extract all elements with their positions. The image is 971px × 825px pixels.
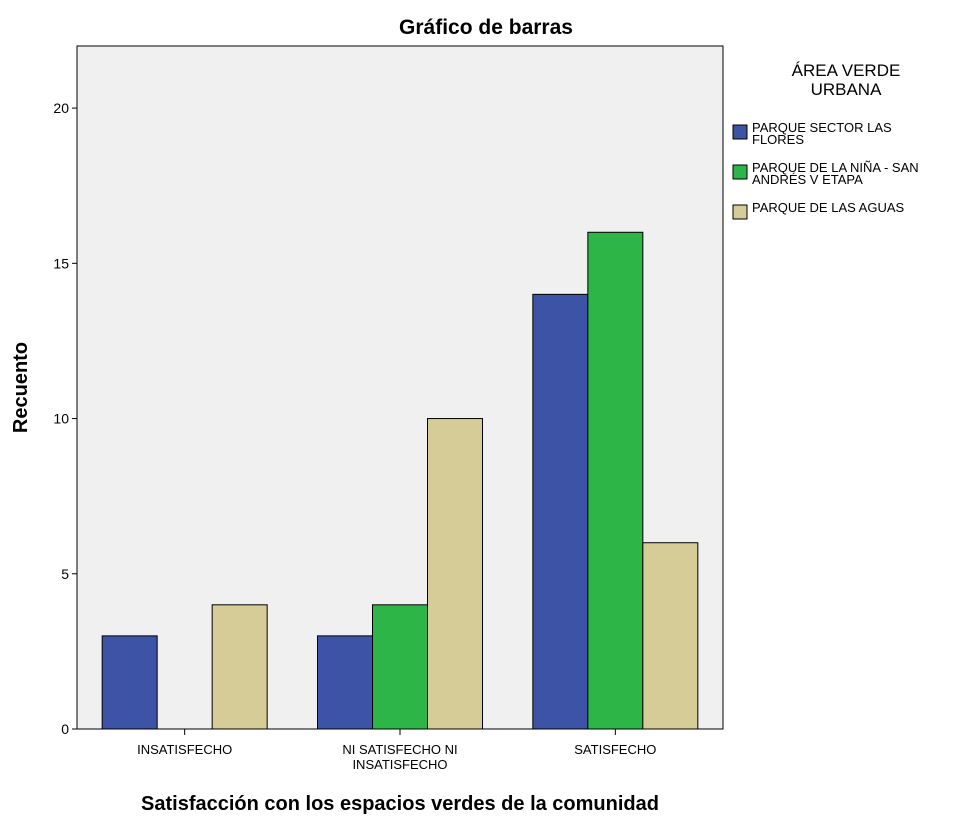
- bar: [211, 604, 268, 730]
- bar: [532, 293, 589, 730]
- legend-swatch: [732, 204, 748, 220]
- x-axis: INSATISFECHO NI SATISFECHO NI INSATISFECHO…: [137, 729, 656, 772]
- bar: [372, 604, 428, 730]
- bar: [317, 635, 373, 730]
- y-tick-label: 0: [61, 721, 69, 737]
- legend-item-label: PARQUE SECTOR LAS FLORES: [752, 120, 892, 147]
- x-tick-label: NI SATISFECHO NI INSATISFECHO: [342, 742, 457, 772]
- legend: ÁREA VERDE URBANA PARQUE SECTOR LAS FLORES P…: [732, 61, 919, 220]
- bars-group: [101, 231, 699, 730]
- x-tick-label: SATISFECHO: [574, 742, 656, 757]
- chart-title: Gráfico de barras: [399, 16, 573, 39]
- bar: [101, 635, 158, 730]
- legend-title: ÁREA VERDE URBANA: [792, 61, 901, 99]
- x-tick-label: INSATISFECHO: [137, 742, 232, 757]
- y-tick-label: 20: [53, 100, 69, 116]
- y-tick-label: 10: [53, 411, 69, 427]
- y-tick-label: 15: [53, 255, 69, 271]
- bar: [642, 542, 699, 730]
- x-axis-label: Satisfacción con los espacios verdes de …: [141, 793, 659, 815]
- bar: [587, 231, 644, 730]
- y-axis: 0 5 10 15 20: [53, 100, 77, 737]
- y-axis-label: Recuento: [10, 342, 32, 433]
- legend-item-label: PARQUE DE LAS AGUAS: [752, 200, 905, 215]
- legend-swatch: [732, 164, 748, 180]
- legend-item-label: PARQUE DE LA NIÑA - SAN ANDRÉS V ETAPA: [752, 160, 919, 187]
- bar: [427, 418, 483, 730]
- y-tick-label: 5: [61, 566, 69, 582]
- legend-swatch: [732, 124, 748, 140]
